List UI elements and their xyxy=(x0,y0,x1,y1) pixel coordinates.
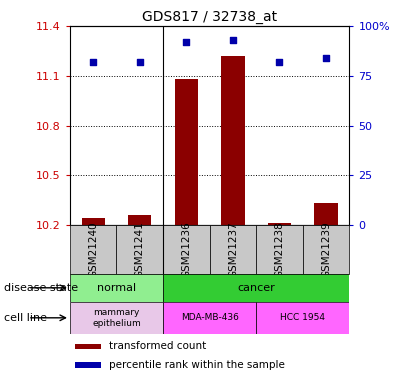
Text: HCC 1954: HCC 1954 xyxy=(280,314,325,322)
Bar xyxy=(70,225,116,274)
Bar xyxy=(256,302,349,334)
Bar xyxy=(76,344,101,349)
Text: GSM21238: GSM21238 xyxy=(275,221,284,278)
Title: GDS817 / 32738_at: GDS817 / 32738_at xyxy=(142,10,277,24)
Point xyxy=(136,59,143,65)
Text: cancer: cancer xyxy=(237,283,275,293)
Bar xyxy=(70,302,163,334)
Text: disease state: disease state xyxy=(4,283,78,293)
Text: GSM21240: GSM21240 xyxy=(88,221,98,278)
Text: GSM21241: GSM21241 xyxy=(135,221,145,278)
Bar xyxy=(175,79,198,225)
Point xyxy=(230,37,236,43)
Text: percentile rank within the sample: percentile rank within the sample xyxy=(109,360,285,369)
Text: mammary
epithelium: mammary epithelium xyxy=(92,308,141,327)
Text: transformed count: transformed count xyxy=(109,341,206,351)
Bar xyxy=(70,274,163,302)
Point xyxy=(276,59,283,65)
Text: GSM21236: GSM21236 xyxy=(181,221,191,278)
Text: normal: normal xyxy=(97,283,136,293)
Text: GSM21237: GSM21237 xyxy=(228,221,238,278)
Point xyxy=(90,59,97,65)
Bar xyxy=(210,225,256,274)
Text: GSM21239: GSM21239 xyxy=(321,221,331,278)
Bar xyxy=(268,224,291,225)
Bar xyxy=(314,204,338,225)
Bar xyxy=(81,218,105,225)
Bar xyxy=(163,302,256,334)
Bar xyxy=(128,215,151,225)
Bar xyxy=(303,225,349,274)
Bar xyxy=(116,225,163,274)
Bar xyxy=(76,362,101,368)
Bar xyxy=(221,56,245,225)
Bar xyxy=(163,274,349,302)
Point xyxy=(323,55,329,61)
Point xyxy=(183,39,189,45)
Text: cell line: cell line xyxy=(4,313,47,323)
Text: MDA-MB-436: MDA-MB-436 xyxy=(181,314,238,322)
Bar xyxy=(163,225,210,274)
Bar xyxy=(256,225,303,274)
